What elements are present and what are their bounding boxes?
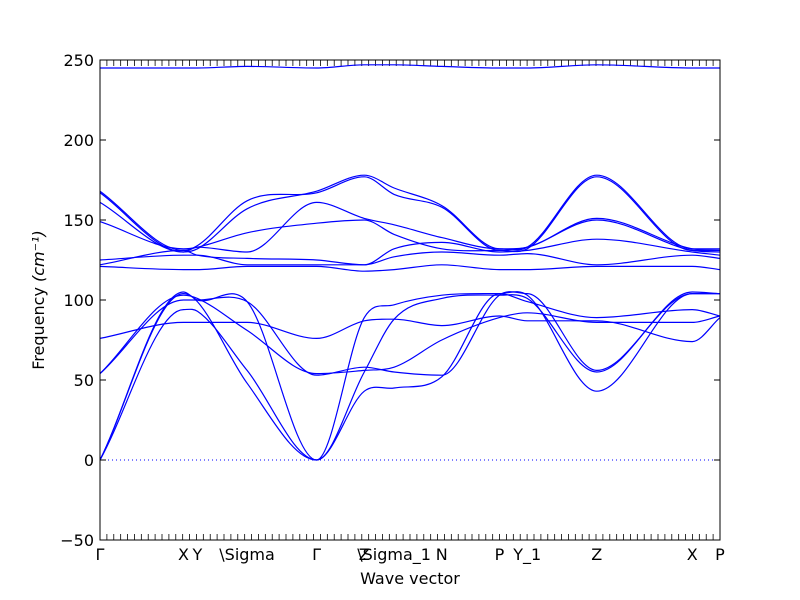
y-axis-unit: (cm⁻¹) [29, 230, 48, 282]
x-tick-label: Y [191, 545, 202, 564]
x-tick-label: X [687, 545, 698, 564]
x-tick-label: Z [359, 545, 370, 564]
y-tick-label: 0 [84, 451, 94, 470]
x-tick-label: \Sigma_1 [357, 545, 431, 565]
y-axis-title-text: Frequency [29, 287, 48, 370]
band-line-5 [99, 315, 721, 343]
x-tick-label: P [715, 545, 725, 564]
y-tick-label: −50 [60, 531, 94, 550]
x-tick-label: \Sigma [219, 545, 275, 564]
x-tick-label: Z [591, 545, 602, 564]
x-tick-label: P [495, 545, 505, 564]
band-line-6 [99, 291, 720, 376]
x-tick-label: Y_1 [512, 545, 541, 565]
band-line-3 [99, 292, 721, 461]
y-tick-label: 150 [63, 211, 94, 230]
y-tick-label: 50 [74, 371, 94, 390]
x-tick-label: N [436, 545, 448, 564]
band-line-14 [100, 64, 720, 69]
x-tick-label: Γ [312, 545, 321, 564]
x-tick-label: X [178, 545, 189, 564]
band-line-12 [99, 174, 720, 253]
band-line-4 [99, 294, 721, 375]
x-axis-title: Wave vector [360, 569, 460, 588]
band-line-7 [99, 264, 721, 272]
y-tick-label: 100 [63, 291, 94, 310]
y-axis-title: Frequency (cm⁻¹) [29, 230, 48, 369]
band-line-13 [99, 176, 720, 253]
band-line-2 [99, 291, 721, 461]
band-line-1 [99, 291, 720, 461]
x-tick-label: Γ [96, 545, 105, 564]
band-line-11 [99, 201, 721, 253]
band-line-9 [99, 238, 721, 266]
y-tick-label: 250 [63, 51, 94, 70]
y-tick-label: 200 [63, 131, 94, 150]
